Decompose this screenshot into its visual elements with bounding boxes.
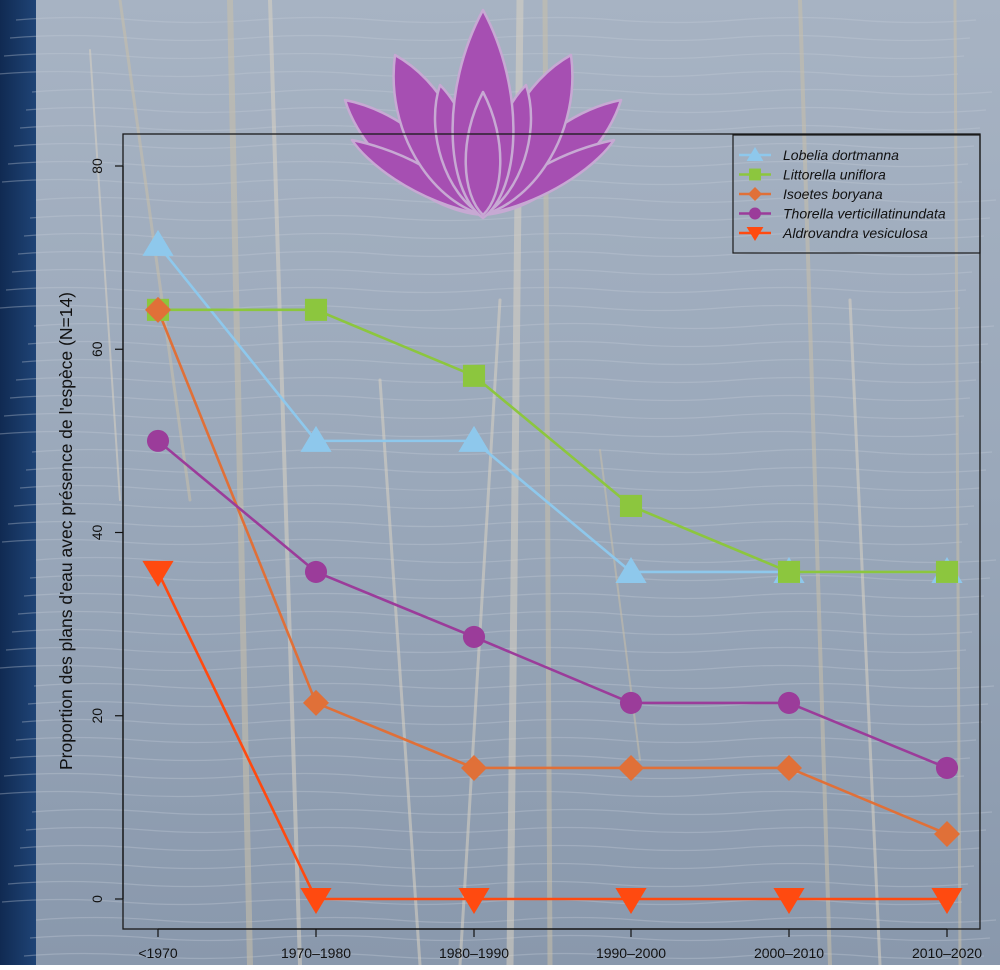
legend-marker (749, 168, 761, 181)
y-tick-label: 20 (89, 708, 105, 724)
data-point (142, 560, 174, 587)
data-point (462, 625, 486, 649)
data-point (300, 425, 332, 452)
y-tick-label: 0 (89, 895, 105, 903)
data-point (462, 364, 486, 387)
legend-marker (749, 207, 761, 220)
legend-label: Lobelia dortmanna (783, 147, 899, 163)
data-point (619, 494, 643, 517)
data-point (934, 820, 960, 847)
legend: Lobelia dortmanna Littorella uniflora Isoe… (732, 134, 981, 254)
legend-item: Isoetes boryana (739, 186, 883, 202)
x-tick-label: 1990–2000 (596, 945, 666, 961)
data-point (304, 298, 328, 321)
series-lines (156, 243, 948, 901)
data-point (619, 691, 643, 714)
data-point (931, 887, 963, 914)
lotus-icon (343, 8, 623, 220)
data-point (461, 754, 487, 781)
y-tick-label: 60 (89, 341, 105, 357)
data-point (777, 560, 801, 583)
series-line (157, 439, 948, 770)
data-point (142, 229, 174, 256)
series-line (156, 309, 948, 836)
data-point (776, 754, 802, 781)
axes: <1970 1970–1980 1980–1990 1990–2000 2000–201… (89, 158, 982, 961)
data-point (777, 691, 801, 714)
legend-marker (746, 146, 764, 161)
x-tick-label: 2010–2020 (912, 945, 982, 961)
data-point (146, 429, 170, 452)
y-axis-label: Proportion des plans d'eau avec présence… (56, 292, 76, 770)
legend-label: Littorella uniflora (783, 167, 886, 183)
y-tick-label: 80 (89, 158, 105, 174)
data-point (935, 756, 959, 780)
legend-marker (748, 187, 762, 201)
legend-marker (746, 227, 764, 242)
legend-label: Aldrovandra vesiculosa (782, 225, 928, 241)
x-tick-label: <1970 (138, 945, 178, 961)
series-line (156, 571, 947, 901)
data-point (935, 560, 959, 583)
legend-box (732, 134, 981, 254)
data-point (145, 296, 171, 323)
legend-item: Littorella uniflora (739, 167, 886, 183)
legend-item: Aldrovandra vesiculosa (739, 225, 928, 242)
series-line (158, 308, 947, 574)
legend-item: Lobelia dortmanna (739, 146, 899, 163)
data-point (458, 887, 490, 914)
data-point (303, 689, 329, 716)
data-point (615, 556, 647, 583)
data-point (458, 425, 490, 452)
data-point (773, 887, 805, 914)
data-point (304, 560, 328, 583)
x-tick-label: 1970–1980 (281, 945, 351, 961)
y-tick-label: 40 (89, 525, 105, 541)
legend-label: Thorella verticillatinundata (783, 206, 946, 222)
x-tick-label: 1980–1990 (439, 945, 509, 961)
legend-label: Isoetes boryana (783, 186, 883, 202)
data-point (618, 754, 644, 781)
legend-item: Thorella verticillatinundata (739, 206, 946, 222)
series-markers (142, 229, 963, 914)
x-tick-label: 2000–2010 (754, 945, 824, 961)
data-point (300, 887, 332, 914)
data-point (615, 887, 647, 914)
